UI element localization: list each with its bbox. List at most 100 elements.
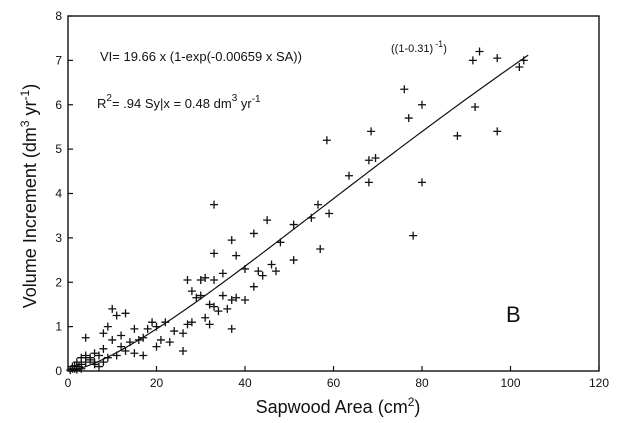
data-point — [143, 324, 152, 333]
y-tick-label: 7 — [55, 53, 62, 67]
data-point — [201, 313, 210, 322]
data-point — [170, 327, 179, 336]
data-point — [232, 293, 241, 302]
data-point — [130, 349, 139, 358]
data-point — [307, 213, 316, 222]
data-point — [364, 178, 373, 187]
data-point — [271, 267, 280, 276]
y-tick-label: 1 — [55, 320, 62, 334]
data-point — [418, 178, 426, 187]
data-point — [148, 318, 157, 327]
y-tick-label: 6 — [55, 98, 62, 112]
data-point — [276, 238, 285, 247]
data-point — [227, 296, 236, 304]
data-point — [103, 353, 112, 362]
x-tick-label: 60 — [327, 376, 341, 390]
y-tick-label: 3 — [55, 231, 62, 245]
data-point — [117, 342, 126, 351]
data-point — [81, 351, 90, 360]
data-point — [161, 318, 170, 327]
y-axis-title-mid: yr — [20, 100, 40, 120]
r2-superscript: 2 — [106, 93, 112, 104]
data-point — [322, 136, 331, 145]
data-point — [99, 344, 108, 353]
data-point — [249, 282, 258, 291]
data-point — [493, 54, 502, 63]
data-point — [134, 335, 143, 344]
x-tick-label: 100 — [500, 376, 520, 390]
x-axis-title-superscript: 2 — [408, 395, 415, 409]
equation-exponent-power: -1 — [435, 39, 443, 49]
data-point — [314, 200, 323, 209]
data-point — [201, 273, 210, 282]
data-point — [103, 322, 112, 331]
y-axis-title-end: ) — [20, 84, 40, 90]
equation-annotation: VI= 19.66 x (1-exp(-0.00659 x SA)) — [100, 49, 302, 64]
data-point — [515, 63, 524, 72]
x-tick-label: 0 — [65, 376, 72, 390]
data-point — [367, 127, 376, 136]
data-point — [210, 276, 219, 285]
data-point — [152, 342, 161, 351]
data-point — [117, 331, 126, 340]
data-point — [70, 361, 79, 370]
x-tick-label: 40 — [238, 376, 252, 390]
fit-curve-group — [67, 54, 529, 372]
equation-exponent-end: ) — [443, 43, 447, 55]
x-axis-title: Sapwood Area (cm2) — [256, 395, 421, 417]
data-point — [263, 216, 272, 225]
y-tick-label: 8 — [55, 9, 62, 23]
data-point — [130, 324, 139, 333]
data-point — [325, 209, 334, 218]
data-point — [254, 267, 263, 276]
data-point — [404, 114, 413, 123]
axis-ticks: 0 20 40 60 80 100 120 0 1 2 3 4 5 6 7 8 — [55, 9, 609, 390]
data-point — [205, 300, 214, 309]
data-point — [183, 320, 192, 329]
data-point — [468, 56, 477, 65]
data-point — [418, 100, 426, 109]
data-point — [90, 349, 99, 358]
data-point — [218, 291, 227, 300]
data-point — [400, 85, 409, 94]
x-axis-title-end: ) — [414, 397, 420, 417]
data-point — [165, 338, 174, 347]
data-point — [210, 302, 219, 311]
data-point — [121, 309, 130, 318]
data-point — [196, 276, 205, 285]
data-point — [121, 347, 130, 356]
data-point — [77, 364, 86, 373]
data-point — [81, 333, 90, 342]
data-point — [205, 320, 214, 329]
data-point — [90, 360, 99, 369]
data-point — [112, 351, 121, 360]
x-tick-label: 20 — [150, 376, 164, 390]
data-point — [241, 296, 249, 304]
y-tick-label: 4 — [55, 187, 62, 201]
r2-superscript-3: -1 — [252, 94, 261, 105]
data-point — [108, 335, 117, 344]
data-point — [99, 358, 108, 367]
data-point — [156, 335, 165, 344]
y-tick-label: 5 — [55, 142, 62, 156]
data-point — [409, 231, 418, 240]
data-point — [108, 304, 117, 313]
data-point — [196, 291, 205, 300]
data-point — [267, 260, 276, 269]
data-point — [232, 251, 241, 260]
data-point — [187, 287, 196, 296]
data-point — [227, 236, 236, 245]
data-point — [475, 47, 484, 56]
r2-end: yr — [237, 96, 252, 111]
x-tick-label: 80 — [415, 376, 429, 390]
equation-exponent: ((1-0.31) -1) — [391, 39, 447, 55]
data-point — [192, 293, 201, 302]
data-point — [139, 351, 148, 360]
data-point — [519, 56, 528, 65]
data-point — [453, 131, 462, 140]
data-point — [94, 362, 103, 371]
data-point — [77, 353, 86, 362]
y-axis-title-superscript-2: -1 — [18, 89, 32, 100]
data-point — [289, 220, 298, 229]
